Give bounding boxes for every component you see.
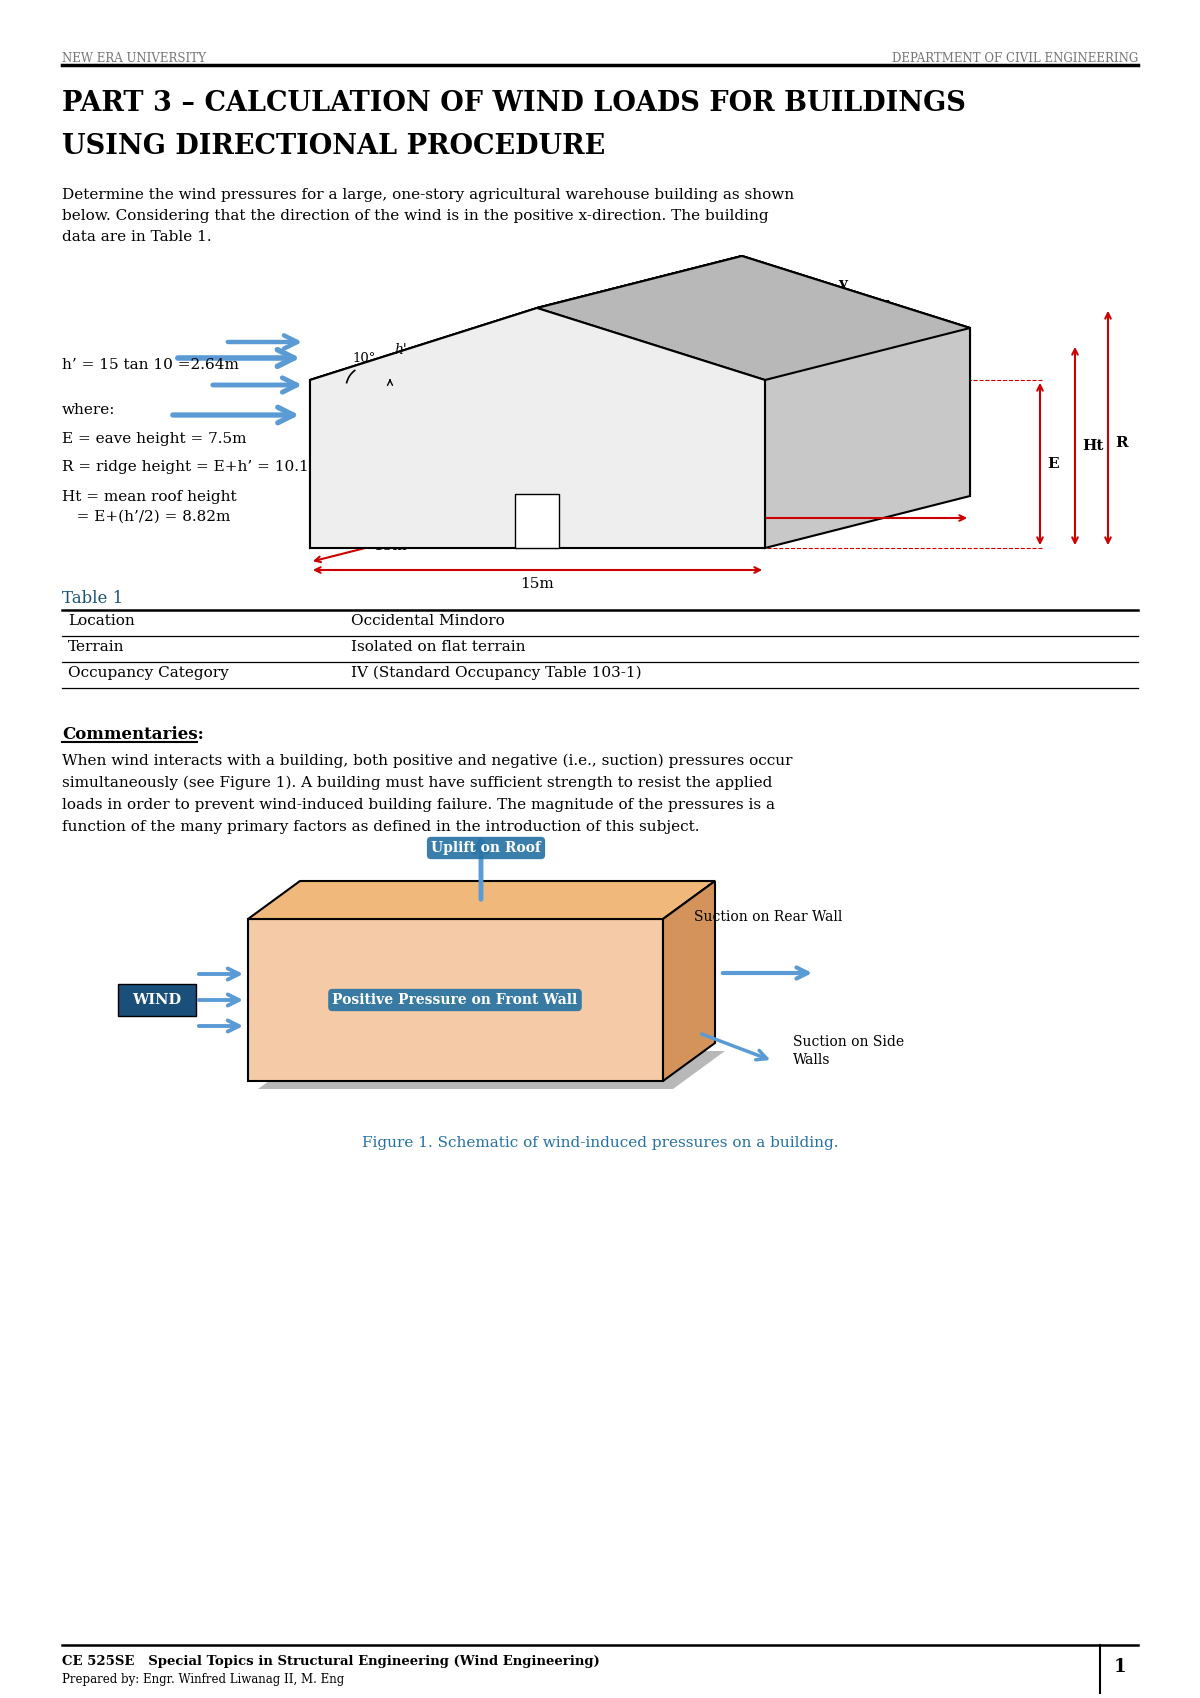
- Text: E: E: [1046, 457, 1058, 470]
- Polygon shape: [310, 307, 766, 548]
- Text: data are in Table 1.: data are in Table 1.: [62, 229, 211, 245]
- Text: 46m: 46m: [725, 525, 758, 538]
- Text: loads in order to prevent wind-induced building failure. The magnitude of the pr: loads in order to prevent wind-induced b…: [62, 798, 775, 812]
- Text: 1: 1: [1114, 1657, 1127, 1676]
- Text: CE 525SE   Special Topics in Structural Engineering (Wind Engineering): CE 525SE Special Topics in Structural En…: [62, 1656, 600, 1667]
- Text: Suction on Rear Wall: Suction on Rear Wall: [694, 910, 842, 924]
- Text: y: y: [838, 277, 847, 290]
- Text: Prepared by: Engr. Winfred Liwanag II, M. Eng: Prepared by: Engr. Winfred Liwanag II, M…: [62, 1673, 344, 1686]
- Text: Suction on Side
Walls: Suction on Side Walls: [793, 1034, 904, 1068]
- Text: IV (Standard Occupancy Table 103-1): IV (Standard Occupancy Table 103-1): [352, 666, 642, 681]
- Text: h': h': [394, 343, 407, 357]
- Polygon shape: [258, 1051, 725, 1088]
- Text: NEW ERA UNIVERSITY: NEW ERA UNIVERSITY: [62, 53, 206, 65]
- Text: simultaneously (see Figure 1). A building must have sufficient strength to resis: simultaneously (see Figure 1). A buildin…: [62, 776, 773, 790]
- Text: Figure 1. Schematic of wind-induced pressures on a building.: Figure 1. Schematic of wind-induced pres…: [361, 1136, 839, 1150]
- Text: function of the many primary factors as defined in the introduction of this subj: function of the many primary factors as …: [62, 820, 700, 834]
- Text: 15m: 15m: [373, 538, 407, 554]
- Text: R = ridge height = E+h’ = 10.14m: R = ridge height = E+h’ = 10.14m: [62, 460, 332, 474]
- Text: Terrain: Terrain: [68, 640, 125, 654]
- Text: WIND: WIND: [132, 993, 181, 1007]
- Polygon shape: [515, 256, 970, 496]
- Text: = E+(h’/2) = 8.82m: = E+(h’/2) = 8.82m: [62, 509, 230, 525]
- Text: Commentaries:: Commentaries:: [62, 727, 204, 744]
- Text: Isolated on flat terrain: Isolated on flat terrain: [352, 640, 526, 654]
- Text: DEPARTMENT OF CIVIL ENGINEERING: DEPARTMENT OF CIVIL ENGINEERING: [892, 53, 1138, 65]
- Text: E = eave height = 7.5m: E = eave height = 7.5m: [62, 431, 246, 447]
- Text: z: z: [882, 297, 889, 311]
- Polygon shape: [515, 494, 559, 548]
- Text: Uplift on Roof: Uplift on Roof: [431, 841, 541, 856]
- Text: Ht = mean roof height: Ht = mean roof height: [62, 491, 236, 504]
- Polygon shape: [310, 256, 742, 380]
- Text: Ht: Ht: [1082, 440, 1103, 453]
- Text: x: x: [928, 312, 936, 328]
- Polygon shape: [538, 256, 970, 380]
- Polygon shape: [310, 256, 742, 548]
- Text: R: R: [1115, 436, 1128, 450]
- Polygon shape: [248, 881, 715, 919]
- Text: Occidental Mindoro: Occidental Mindoro: [352, 615, 505, 628]
- Polygon shape: [118, 985, 196, 1015]
- Text: 7.5m: 7.5m: [526, 514, 564, 530]
- Text: h’ = 15 tan 10 =2.64m: h’ = 15 tan 10 =2.64m: [62, 358, 239, 372]
- Text: Occupancy Category: Occupancy Category: [68, 666, 229, 679]
- Text: Determine the wind pressures for a large, one-story agricultural warehouse build: Determine the wind pressures for a large…: [62, 188, 794, 202]
- Text: PART 3 – CALCULATION OF WIND LOADS FOR BUILDINGS: PART 3 – CALCULATION OF WIND LOADS FOR B…: [62, 90, 966, 117]
- Text: Positive Pressure on Front Wall: Positive Pressure on Front Wall: [332, 993, 577, 1007]
- Polygon shape: [248, 919, 662, 1082]
- Text: USING DIRECTIONAL PROCEDURE: USING DIRECTIONAL PROCEDURE: [62, 132, 605, 160]
- Polygon shape: [662, 881, 715, 1082]
- Text: where:: where:: [62, 402, 115, 418]
- Polygon shape: [538, 256, 970, 548]
- Text: 10°: 10°: [352, 351, 376, 365]
- Text: below. Considering that the direction of the wind is in the positive x-direction: below. Considering that the direction of…: [62, 209, 769, 222]
- Text: Table 1: Table 1: [62, 589, 124, 606]
- Text: Location: Location: [68, 615, 134, 628]
- Text: 15m: 15m: [520, 577, 554, 591]
- Text: When wind interacts with a building, both positive and negative (i.e., suction) : When wind interacts with a building, bot…: [62, 754, 792, 769]
